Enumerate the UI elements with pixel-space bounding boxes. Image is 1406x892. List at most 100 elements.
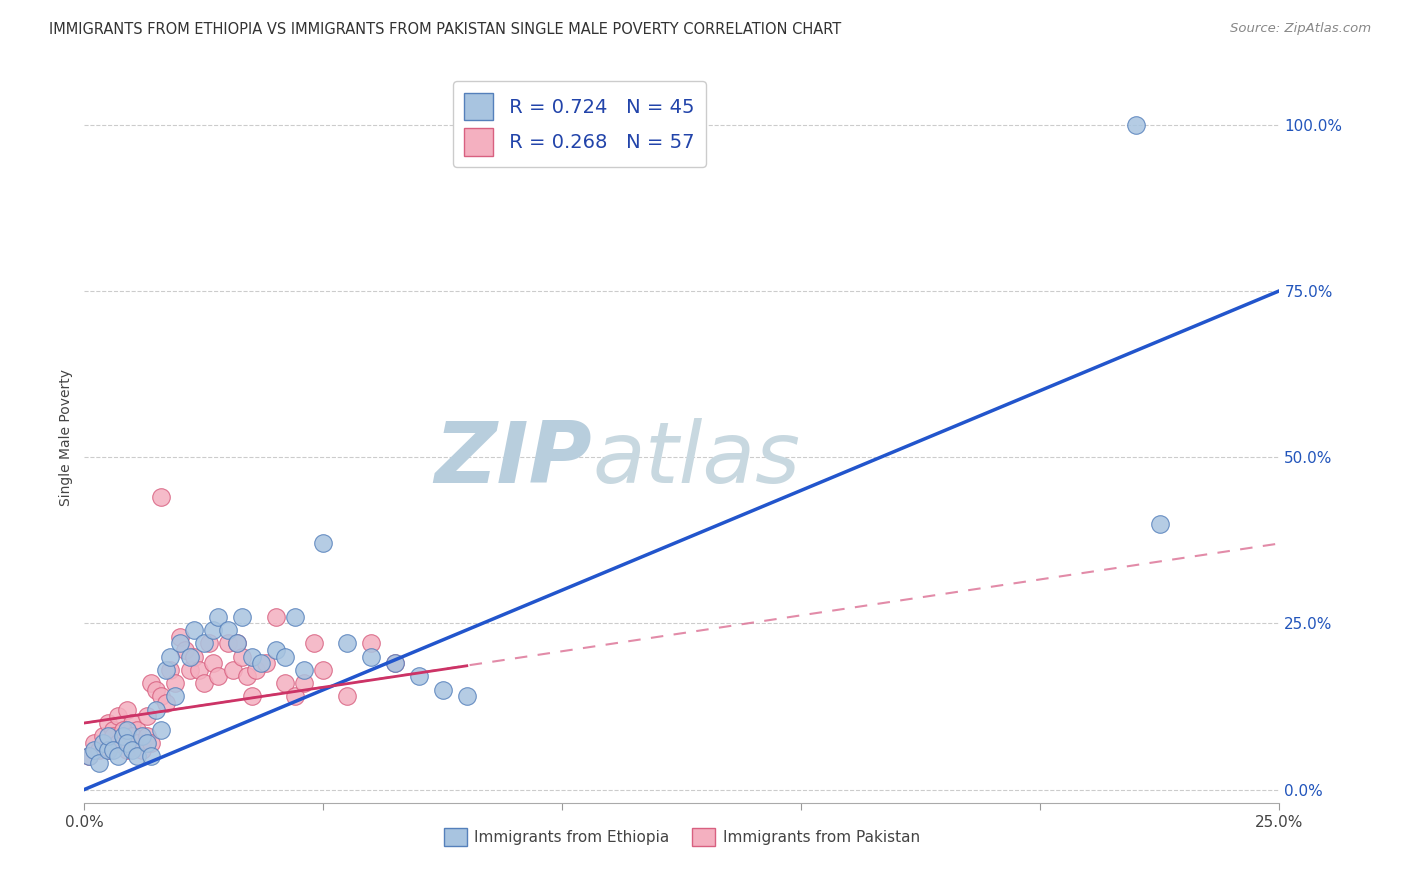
Point [169, 636, 191, 650]
Point [183, 649, 205, 664]
Point [312, 536, 335, 550]
Point [236, 669, 259, 683]
Point [111, 729, 134, 743]
Point [117, 723, 139, 737]
Point [101, 723, 124, 737]
Point [254, 656, 277, 670]
Point [274, 676, 297, 690]
Point [312, 663, 335, 677]
Point [93, 736, 115, 750]
Point [117, 742, 139, 756]
Point [245, 663, 267, 677]
Point [131, 742, 153, 756]
Point [141, 676, 163, 690]
Point [207, 669, 229, 683]
Point [107, 749, 129, 764]
Point [240, 690, 263, 704]
Point [226, 636, 249, 650]
Point [302, 636, 325, 650]
Point [432, 682, 454, 697]
Point [284, 609, 307, 624]
Point [360, 649, 382, 664]
Point [159, 663, 181, 677]
Point [183, 623, 205, 637]
Point [149, 690, 172, 704]
Point [101, 742, 124, 756]
Point [165, 676, 187, 690]
Point [197, 636, 219, 650]
Point [360, 636, 382, 650]
Text: Source: ZipAtlas.com: Source: ZipAtlas.com [1230, 22, 1371, 36]
Point [155, 696, 177, 710]
Point [240, 649, 263, 664]
Point [1125, 118, 1147, 132]
Point [384, 656, 406, 670]
Point [87, 756, 110, 770]
Point [83, 736, 105, 750]
Point [408, 669, 430, 683]
Point [135, 729, 157, 743]
Point [97, 742, 120, 756]
Point [292, 676, 315, 690]
Text: IMMIGRANTS FROM ETHIOPIA VS IMMIGRANTS FROM PAKISTAN SINGLE MALE POVERTY CORRELA: IMMIGRANTS FROM ETHIOPIA VS IMMIGRANTS F… [49, 22, 841, 37]
Point [217, 636, 239, 650]
Point [93, 729, 115, 743]
Text: ZIP: ZIP [434, 417, 592, 500]
Point [193, 676, 215, 690]
Point [135, 709, 157, 723]
Point [173, 643, 195, 657]
Point [145, 682, 167, 697]
Point [226, 636, 249, 650]
Point [125, 723, 148, 737]
Point [165, 690, 187, 704]
Point [107, 736, 129, 750]
Point [121, 716, 143, 731]
Point [169, 630, 191, 644]
Point [135, 736, 157, 750]
Point [188, 663, 211, 677]
Point [77, 749, 100, 764]
Point [141, 736, 163, 750]
Legend: Immigrants from Ethiopia, Immigrants from Pakistan: Immigrants from Ethiopia, Immigrants fro… [444, 828, 920, 847]
Point [207, 609, 229, 624]
Point [155, 663, 177, 677]
Point [145, 703, 167, 717]
Point [107, 709, 129, 723]
Point [274, 649, 297, 664]
Point [193, 636, 215, 650]
Point [121, 729, 143, 743]
Point [250, 656, 273, 670]
Point [264, 643, 287, 657]
Point [202, 656, 225, 670]
Point [97, 716, 120, 731]
Point [217, 623, 239, 637]
Point [179, 649, 201, 664]
Point [159, 649, 181, 664]
Point [202, 623, 225, 637]
Point [117, 703, 139, 717]
Point [121, 742, 143, 756]
Point [231, 649, 253, 664]
Point [125, 749, 148, 764]
Point [221, 663, 243, 677]
Text: atlas: atlas [592, 417, 800, 500]
Point [87, 742, 110, 756]
Point [97, 742, 120, 756]
Point [125, 736, 148, 750]
Point [1149, 516, 1171, 531]
Point [284, 690, 307, 704]
Point [131, 729, 153, 743]
Point [97, 729, 120, 743]
Point [141, 749, 163, 764]
Point [101, 729, 124, 743]
Point [179, 663, 201, 677]
Point [231, 609, 253, 624]
Point [117, 736, 139, 750]
Point [264, 609, 287, 624]
Y-axis label: Single Male Poverty: Single Male Poverty [59, 368, 73, 506]
Point [336, 690, 359, 704]
Point [111, 723, 134, 737]
Point [292, 663, 315, 677]
Point [149, 723, 172, 737]
Point [456, 690, 478, 704]
